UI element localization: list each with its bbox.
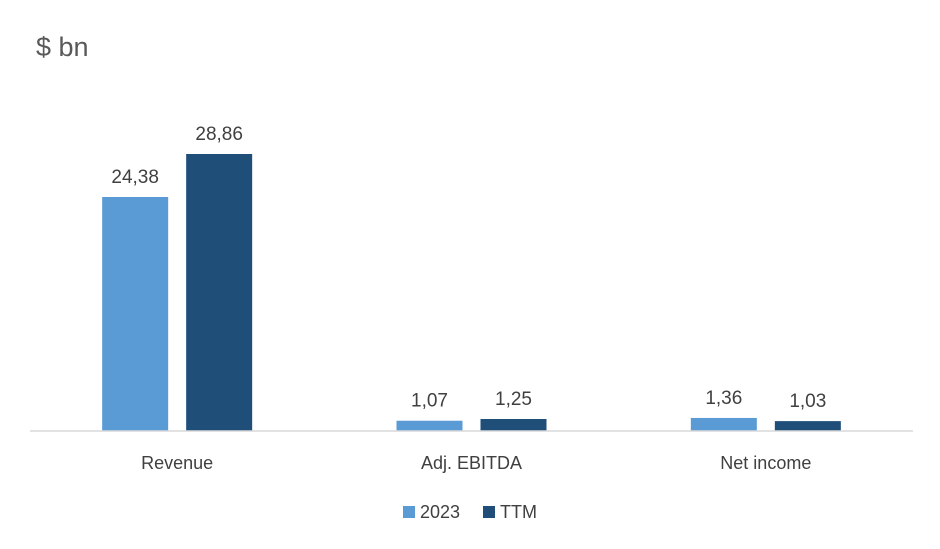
bars-layer — [102, 154, 841, 431]
labels-layer: 24,38 28,86 Revenue 1,07 1,25 Adj. EBITDA 1,36… — [111, 124, 826, 473]
bar-adj-ebitda-ttm — [480, 419, 547, 431]
bar-revenue-ttm — [186, 154, 253, 431]
category-label-net-income: Net income — [720, 453, 811, 473]
chart-title: $ bn — [36, 32, 89, 62]
data-label-revenue-2023: 24,38 — [111, 167, 159, 188]
data-label-adj-ebitda-ttm: 1,25 — [495, 389, 532, 410]
legend-swatch-ttm — [483, 506, 495, 518]
legend: 2023 TTM — [403, 502, 537, 522]
bar-revenue-2023 — [102, 196, 169, 431]
bar-net-income-ttm — [774, 421, 841, 431]
data-label-revenue-ttm: 28,86 — [195, 124, 243, 145]
category-label-adj-ebitda: Adj. EBITDA — [421, 453, 522, 473]
legend-label-ttm: TTM — [500, 502, 537, 522]
category-label-revenue: Revenue — [141, 453, 213, 473]
legend-swatch-2023 — [403, 506, 415, 518]
bar-adj-ebitda-2023 — [396, 420, 463, 431]
data-label-adj-ebitda-2023: 1,07 — [411, 391, 448, 412]
data-label-net-income-2023: 1,36 — [705, 388, 742, 409]
bar-net-income-2023 — [690, 417, 757, 431]
data-label-net-income-ttm: 1,03 — [789, 391, 826, 412]
legend-label-2023: 2023 — [420, 502, 460, 522]
